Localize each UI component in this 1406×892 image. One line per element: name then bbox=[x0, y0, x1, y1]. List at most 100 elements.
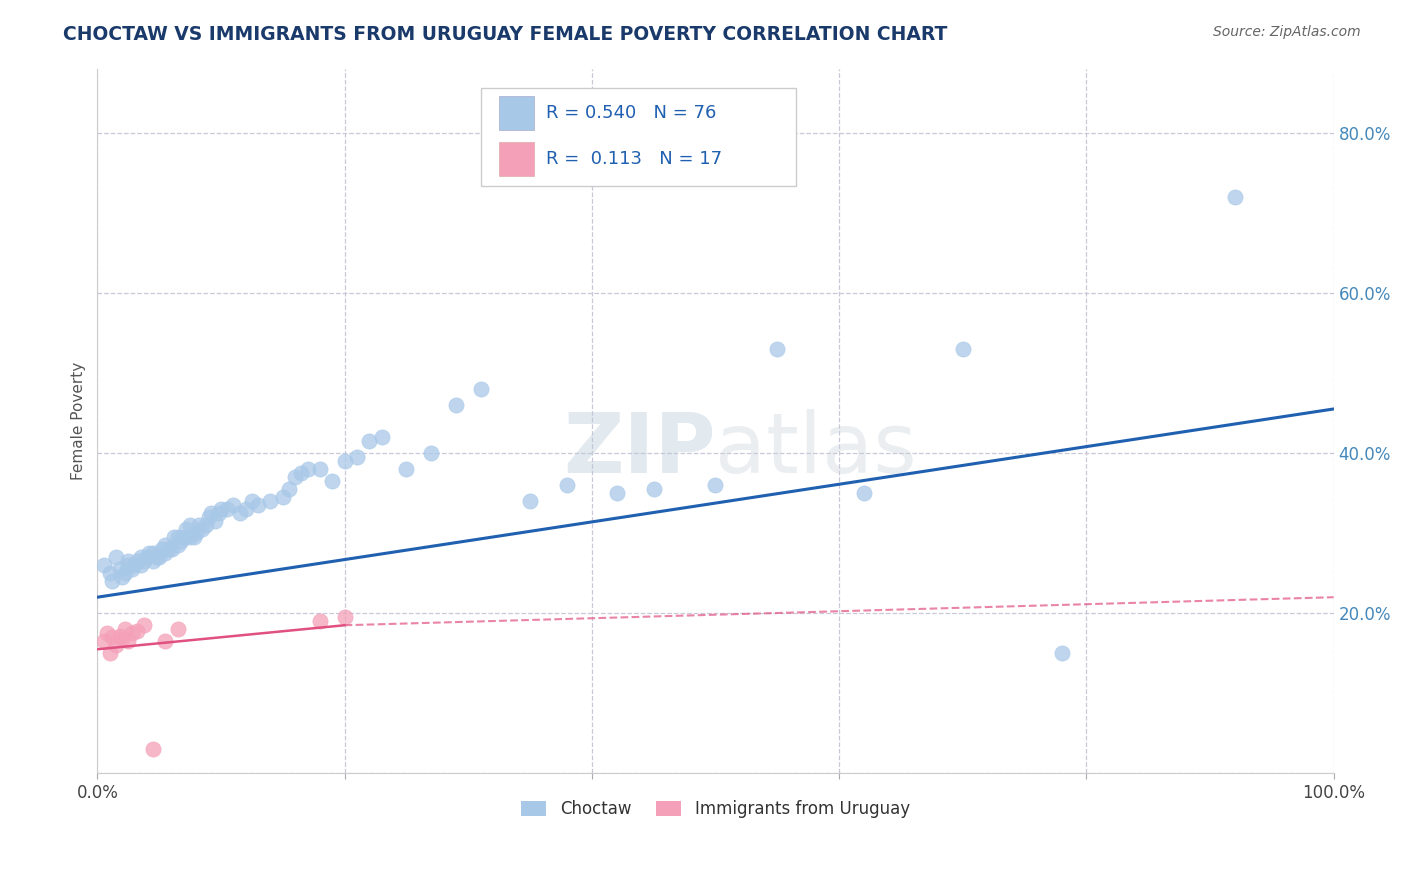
Point bbox=[121, 562, 143, 576]
Point bbox=[606, 486, 628, 500]
Text: R =  0.113   N = 17: R = 0.113 N = 17 bbox=[546, 150, 723, 168]
Point bbox=[166, 530, 188, 544]
Point bbox=[259, 494, 281, 508]
Point bbox=[104, 638, 127, 652]
Text: atlas: atlas bbox=[716, 409, 917, 490]
Point bbox=[155, 538, 177, 552]
Point bbox=[104, 550, 127, 565]
Point bbox=[160, 542, 183, 557]
Point bbox=[124, 558, 146, 573]
FancyBboxPatch shape bbox=[481, 87, 796, 186]
Point bbox=[111, 570, 134, 584]
Point bbox=[321, 474, 343, 488]
Point bbox=[108, 562, 131, 576]
Point bbox=[217, 502, 239, 516]
Point bbox=[155, 546, 177, 560]
Point bbox=[121, 626, 143, 640]
Point bbox=[333, 610, 356, 624]
Point bbox=[117, 634, 139, 648]
Point bbox=[187, 518, 209, 533]
Point bbox=[359, 434, 381, 448]
Point bbox=[93, 558, 115, 573]
Text: CHOCTAW VS IMMIGRANTS FROM URUGUAY FEMALE POVERTY CORRELATION CHART: CHOCTAW VS IMMIGRANTS FROM URUGUAY FEMAL… bbox=[63, 25, 948, 44]
Point bbox=[166, 622, 188, 636]
Point bbox=[150, 542, 173, 557]
Point bbox=[114, 566, 136, 581]
Point bbox=[96, 626, 118, 640]
Point bbox=[346, 450, 368, 464]
Point bbox=[555, 478, 578, 492]
Point bbox=[309, 462, 332, 476]
Point bbox=[138, 546, 160, 560]
Point bbox=[170, 534, 193, 549]
Point bbox=[179, 530, 201, 544]
Point bbox=[117, 558, 139, 573]
Point bbox=[98, 566, 121, 581]
Point bbox=[643, 482, 665, 496]
Point bbox=[284, 470, 307, 484]
Point bbox=[173, 530, 195, 544]
Point bbox=[142, 546, 165, 560]
Point bbox=[240, 494, 263, 508]
Point bbox=[176, 522, 198, 536]
Point bbox=[129, 558, 152, 573]
Point bbox=[134, 554, 156, 568]
Point bbox=[111, 632, 134, 646]
Point bbox=[952, 342, 974, 356]
Point bbox=[114, 622, 136, 636]
Point bbox=[129, 550, 152, 565]
Point bbox=[191, 522, 214, 536]
Text: R = 0.540   N = 76: R = 0.540 N = 76 bbox=[546, 104, 717, 122]
Point bbox=[200, 506, 222, 520]
Point bbox=[125, 624, 148, 638]
Point bbox=[209, 502, 232, 516]
Point bbox=[309, 614, 332, 628]
Point bbox=[235, 502, 257, 516]
Point bbox=[704, 478, 727, 492]
Point bbox=[98, 646, 121, 660]
Point bbox=[101, 630, 124, 644]
Point bbox=[108, 629, 131, 643]
Point bbox=[142, 554, 165, 568]
Point bbox=[766, 342, 789, 356]
Point bbox=[204, 514, 226, 528]
Point bbox=[207, 506, 229, 520]
Point bbox=[370, 430, 392, 444]
Point bbox=[247, 498, 270, 512]
Point bbox=[186, 526, 208, 541]
Point bbox=[93, 634, 115, 648]
Point bbox=[444, 398, 467, 412]
Point bbox=[1050, 646, 1073, 660]
Point bbox=[290, 466, 312, 480]
Point bbox=[222, 498, 245, 512]
Point bbox=[117, 554, 139, 568]
Point bbox=[278, 482, 301, 496]
Point bbox=[228, 506, 250, 520]
Point bbox=[125, 554, 148, 568]
Text: ZIP: ZIP bbox=[562, 409, 716, 490]
Point bbox=[179, 518, 201, 533]
Point bbox=[157, 542, 180, 557]
FancyBboxPatch shape bbox=[499, 142, 534, 176]
Point bbox=[852, 486, 875, 500]
FancyBboxPatch shape bbox=[499, 96, 534, 130]
Point bbox=[519, 494, 541, 508]
Point bbox=[395, 462, 418, 476]
Point bbox=[297, 462, 319, 476]
Point bbox=[135, 550, 157, 565]
Point bbox=[420, 446, 443, 460]
Legend: Choctaw, Immigrants from Uruguay: Choctaw, Immigrants from Uruguay bbox=[515, 794, 917, 825]
Point bbox=[195, 518, 218, 533]
Point bbox=[163, 530, 186, 544]
Point bbox=[101, 574, 124, 589]
Point bbox=[148, 550, 170, 565]
Point bbox=[470, 382, 492, 396]
Text: Source: ZipAtlas.com: Source: ZipAtlas.com bbox=[1213, 25, 1361, 39]
Point bbox=[1223, 189, 1246, 203]
Point bbox=[183, 530, 205, 544]
Point bbox=[155, 634, 177, 648]
Point bbox=[333, 454, 356, 468]
Point bbox=[197, 510, 219, 524]
Point bbox=[271, 490, 294, 504]
Y-axis label: Female Poverty: Female Poverty bbox=[72, 362, 86, 480]
